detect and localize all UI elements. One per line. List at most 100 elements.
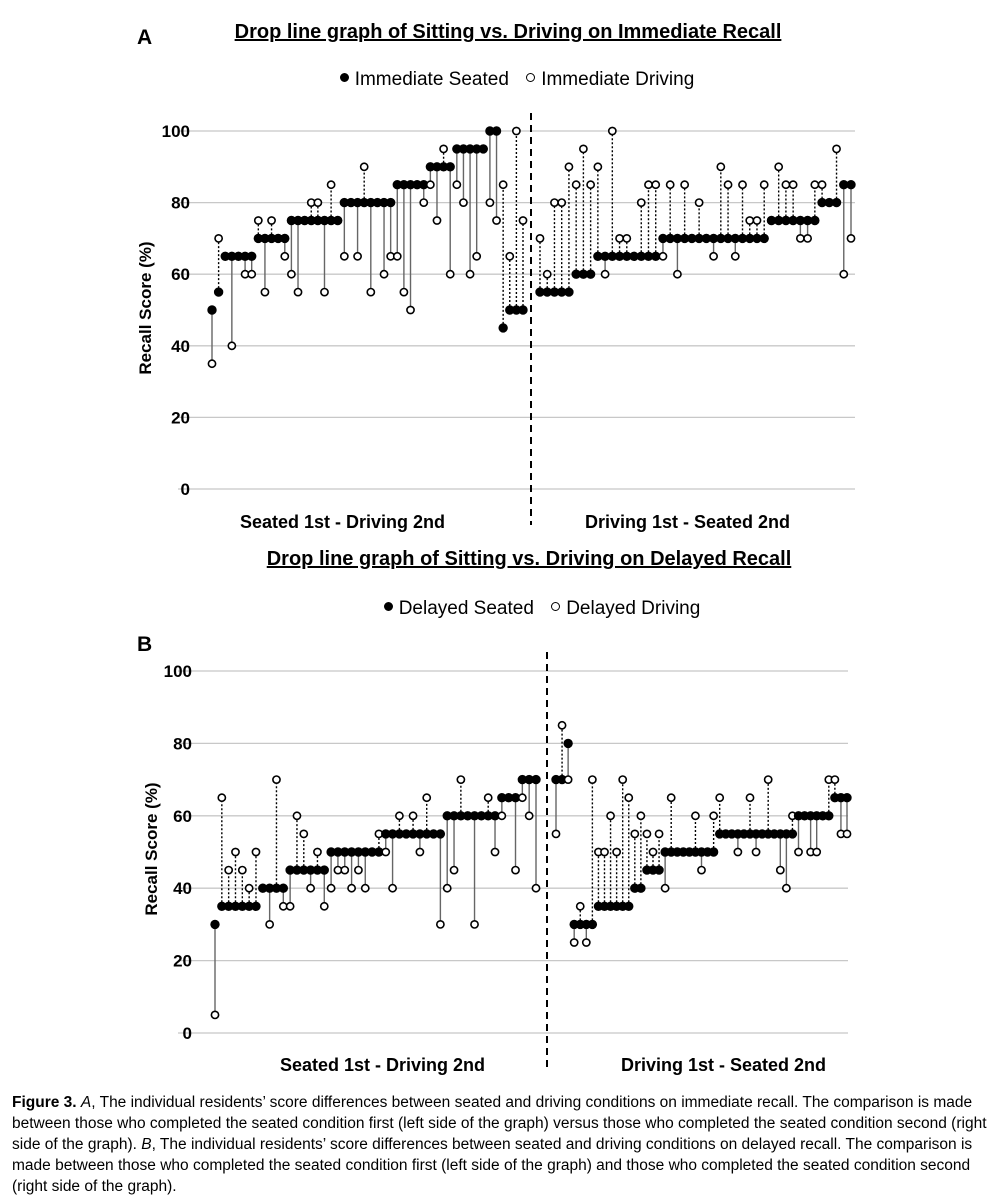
y-tick-label: 20 xyxy=(171,408,190,427)
driving-point xyxy=(224,865,234,875)
driving-point xyxy=(571,180,581,190)
driving-point xyxy=(794,847,803,857)
seated-point xyxy=(824,811,834,821)
seated-point xyxy=(333,215,343,226)
group-label-left: Seated 1st - Driving 2nd xyxy=(240,512,446,532)
group-label-right: Driving 1st - Seated 2nd xyxy=(621,1055,827,1075)
y-tick-label: 20 xyxy=(173,952,192,971)
y-tick-label: 40 xyxy=(173,879,192,898)
driving-point xyxy=(642,829,652,839)
driving-point xyxy=(207,359,217,369)
chart-title-text: Drop line graph of Sitting vs. Driving o… xyxy=(234,21,782,43)
driving-point xyxy=(244,883,254,893)
seated-point xyxy=(587,919,598,930)
seated-point xyxy=(563,738,573,749)
legend-item-driving: Immediate Driving xyxy=(526,69,694,91)
driving-point xyxy=(320,287,329,297)
legend-label: Delayed Seated xyxy=(398,598,534,619)
driving-point xyxy=(272,775,281,784)
y-tick-label: 80 xyxy=(173,734,192,753)
driving-point xyxy=(839,269,849,279)
driving-point xyxy=(422,793,432,803)
driving-point xyxy=(542,269,552,279)
driving-point xyxy=(237,865,247,875)
driving-point xyxy=(505,251,515,261)
driving-point xyxy=(326,180,336,190)
driving-point xyxy=(563,775,573,784)
driving-point xyxy=(654,829,664,839)
driving-point xyxy=(419,198,429,207)
seated-point xyxy=(831,197,842,208)
y-tick-label: 60 xyxy=(173,807,192,826)
seated-point xyxy=(636,883,646,893)
y-tick-label: 0 xyxy=(181,480,190,499)
legend-label: Immediate Driving xyxy=(541,69,695,90)
driving-point xyxy=(738,180,747,190)
driving-point xyxy=(483,793,493,803)
driving-point xyxy=(709,251,718,261)
driving-point xyxy=(575,901,585,911)
seated-point xyxy=(435,829,446,839)
driving-point xyxy=(535,233,545,243)
driving-point xyxy=(498,180,508,190)
driving-point xyxy=(781,180,791,190)
driving-point xyxy=(465,269,475,279)
caption-label: Figure 3. xyxy=(12,1094,77,1111)
group-label-right: Driving 1st - Seated 2nd xyxy=(585,512,791,532)
driving-point xyxy=(470,919,479,929)
seated-point xyxy=(498,323,508,333)
driving-point xyxy=(636,811,646,821)
driving-point xyxy=(432,216,442,225)
driving-point xyxy=(231,847,240,857)
driving-point xyxy=(648,847,658,857)
driving-point xyxy=(624,793,634,803)
driving-point xyxy=(497,811,507,821)
driving-point xyxy=(217,793,227,803)
driving-point xyxy=(326,883,336,893)
driving-point xyxy=(752,216,762,225)
seated-point xyxy=(654,865,664,875)
driving-point xyxy=(518,216,528,225)
driving-point xyxy=(490,847,500,857)
y-tick-label: 100 xyxy=(162,122,190,141)
driving-point xyxy=(697,865,706,875)
caption-text-a: , The individual residents’ score differ… xyxy=(12,1094,987,1153)
driving-point xyxy=(392,251,402,261)
driving-point xyxy=(442,883,452,893)
driving-point xyxy=(775,865,785,875)
driving-point xyxy=(459,198,468,207)
driving-point xyxy=(292,811,302,821)
driving-point xyxy=(251,847,261,857)
driving-point xyxy=(763,775,773,784)
driving-point xyxy=(280,251,290,261)
seated-point xyxy=(478,144,488,154)
seated-point xyxy=(213,287,224,297)
driving-point xyxy=(339,251,349,261)
driving-point xyxy=(810,180,820,190)
legend-item-driving: Delayed Driving xyxy=(551,598,700,620)
open-dot-icon xyxy=(551,602,561,612)
driving-point xyxy=(247,269,257,279)
driving-point xyxy=(842,829,852,839)
driving-point xyxy=(606,811,615,821)
driving-point xyxy=(615,233,624,243)
driving-point xyxy=(795,233,805,243)
driving-point xyxy=(511,865,520,875)
driving-point xyxy=(600,269,610,279)
driving-point xyxy=(425,180,435,190)
driving-point xyxy=(651,180,661,190)
driving-point xyxy=(492,216,501,225)
driving-point xyxy=(586,180,596,190)
driving-point xyxy=(381,847,391,857)
driving-point xyxy=(781,883,791,893)
driving-point xyxy=(694,198,704,207)
chart-panel-a: A Drop line graph of Sitting vs. Driving… xyxy=(0,0,998,545)
driving-point xyxy=(803,233,813,243)
driving-point xyxy=(680,180,690,190)
driving-point xyxy=(551,829,561,839)
driving-point xyxy=(759,180,769,190)
seated-point xyxy=(531,774,541,785)
y-tick-label: 40 xyxy=(171,337,190,356)
driving-point xyxy=(313,847,322,857)
driving-point xyxy=(265,919,275,929)
